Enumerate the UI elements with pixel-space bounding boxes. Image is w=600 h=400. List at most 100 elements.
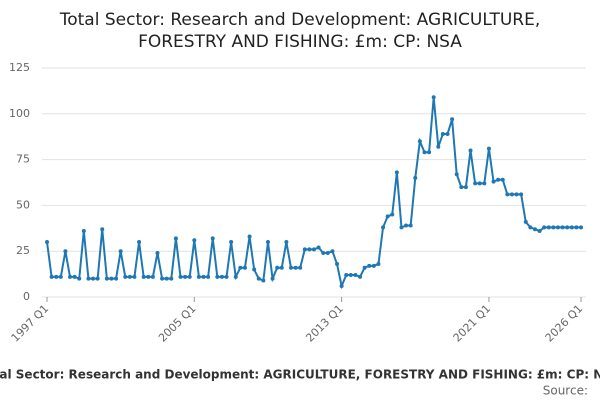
data-point (242, 265, 247, 270)
data-point (477, 181, 482, 186)
data-point (229, 240, 234, 245)
data-point (381, 225, 386, 230)
data-point (298, 265, 303, 270)
data-point (224, 274, 229, 279)
data-point (404, 223, 409, 228)
data-point (118, 249, 123, 254)
data-point (427, 150, 432, 155)
data-point (560, 225, 565, 230)
data-point (371, 263, 376, 268)
data-point (385, 214, 390, 219)
y-tick-label: 75 (16, 153, 30, 166)
data-point (509, 192, 514, 197)
data-point (436, 144, 441, 149)
data-point (187, 274, 192, 279)
data-point (123, 274, 128, 279)
y-tick-label: 0 (23, 290, 30, 303)
data-point (417, 139, 422, 144)
data-point (316, 245, 321, 250)
y-tick-label: 50 (16, 198, 30, 211)
data-point (344, 273, 349, 278)
data-point (100, 227, 105, 232)
data-point (408, 223, 413, 228)
data-point (127, 274, 132, 279)
data-point (394, 170, 399, 175)
data-point (215, 274, 220, 279)
data-point (160, 276, 165, 281)
data-point (321, 251, 326, 256)
data-point (555, 225, 560, 230)
data-point (261, 278, 266, 283)
data-point (367, 263, 372, 268)
data-point (514, 192, 519, 197)
data-point (491, 179, 496, 184)
chart-title: Total Sector: Research and Development: … (59, 10, 541, 30)
data-point (431, 95, 436, 100)
data-point (49, 274, 54, 279)
data-point (132, 274, 137, 279)
data-point (473, 181, 478, 186)
data-point (325, 251, 330, 256)
data-point (537, 229, 542, 234)
x-tick-label: 2013 Q1 (303, 302, 346, 345)
data-point (192, 238, 197, 243)
data-point (155, 251, 160, 256)
data-point (500, 177, 505, 182)
data-point (335, 262, 340, 267)
data-point (164, 276, 169, 281)
data-point (486, 146, 491, 151)
data-point (219, 274, 224, 279)
data-point (201, 274, 206, 279)
data-point (252, 267, 257, 272)
data-point (450, 117, 455, 122)
data-point (210, 236, 215, 241)
data-point (256, 276, 261, 281)
data-point (178, 274, 183, 279)
data-point (528, 225, 533, 230)
data-point (146, 274, 151, 279)
data-point (482, 181, 487, 186)
data-point (137, 240, 142, 245)
data-point (279, 265, 284, 270)
data-point (519, 192, 524, 197)
y-tick-label: 125 (9, 61, 30, 74)
data-point (206, 274, 211, 279)
source-label: Source: (543, 384, 588, 398)
data-point (141, 274, 146, 279)
data-point (390, 212, 395, 217)
data-point (302, 247, 307, 252)
data-point (288, 265, 293, 270)
data-point (307, 247, 312, 252)
data-point (109, 276, 114, 281)
data-point (270, 276, 275, 281)
data-point (463, 185, 468, 190)
y-tick-label: 100 (9, 107, 30, 120)
footer: Total Sector: Research and Development: … (0, 368, 600, 382)
data-point (505, 192, 510, 197)
data-point (348, 273, 353, 278)
data-point (238, 265, 243, 270)
data-point (169, 276, 174, 281)
data-point (422, 150, 427, 155)
data-point (91, 276, 96, 281)
data-point (72, 274, 77, 279)
data-point (440, 131, 445, 136)
y-tick-label: 25 (16, 244, 30, 257)
data-point (454, 172, 459, 177)
data-point (312, 247, 316, 252)
data-point (293, 265, 298, 270)
data-point (468, 148, 473, 153)
data-point (68, 274, 73, 279)
x-tick-label: 2005 Q1 (156, 302, 199, 345)
data-point (114, 276, 119, 281)
data-point (150, 274, 155, 279)
data-point (104, 276, 109, 281)
data-point (77, 276, 82, 281)
data-point (54, 274, 59, 279)
data-point (339, 284, 344, 289)
data-point (542, 225, 547, 230)
data-point (81, 229, 86, 234)
data-point (362, 265, 367, 270)
data-point (574, 225, 579, 230)
